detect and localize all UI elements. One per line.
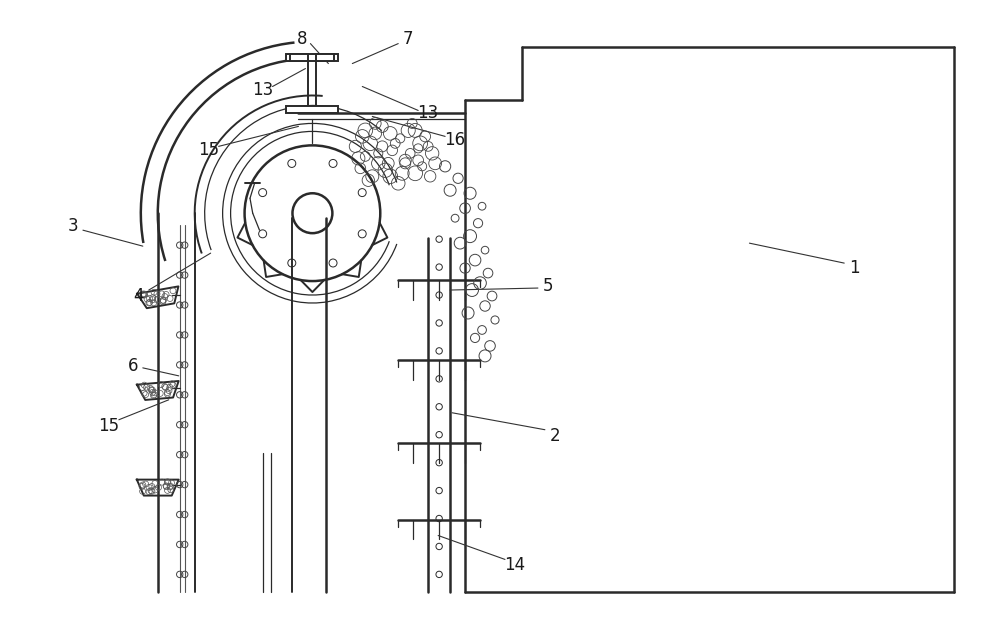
Text: 16: 16: [445, 132, 466, 150]
Text: 5: 5: [543, 277, 553, 295]
Text: 8: 8: [297, 30, 308, 48]
Text: 15: 15: [98, 417, 119, 434]
Bar: [316, 54, 334, 61]
Text: 4: 4: [134, 287, 144, 305]
Text: 13: 13: [418, 104, 439, 122]
Bar: [286, 54, 338, 61]
Bar: [286, 106, 338, 114]
Text: 14: 14: [504, 556, 526, 574]
Text: 13: 13: [252, 82, 273, 99]
Bar: [290, 54, 308, 61]
Text: 3: 3: [68, 217, 78, 235]
Text: 7: 7: [403, 30, 413, 48]
Text: 2: 2: [550, 426, 560, 445]
Text: 1: 1: [849, 259, 860, 277]
Text: 15: 15: [198, 142, 219, 159]
Text: 6: 6: [128, 357, 138, 375]
